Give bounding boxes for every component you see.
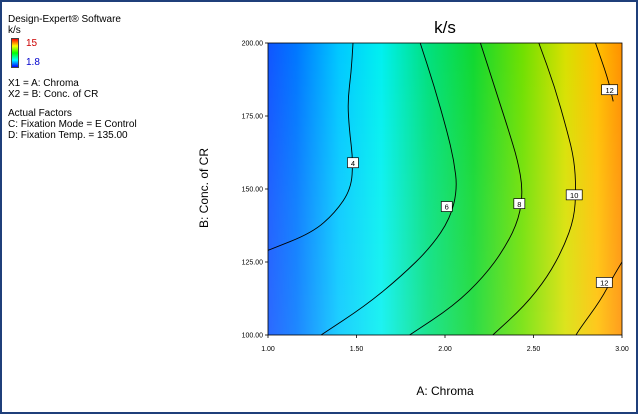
x-axis-label: A: Chroma (416, 384, 474, 398)
contour-label-1: 6 (445, 203, 449, 212)
x-tick-label: 2.50 (527, 346, 541, 353)
x2-label: X2 = B: Conc. of CR (8, 89, 99, 100)
contour-line-8-2 (409, 43, 523, 335)
legend-panel: Design-Expert® Software k/s 15 1.8 X1 = … (8, 14, 137, 141)
y-tick-label: 100.00 (242, 333, 264, 340)
factor-d-label: D: Fixation Temp. = 135.00 (8, 130, 128, 141)
contour-line-12-5 (575, 261, 622, 335)
x-tick-label: 2.00 (438, 346, 452, 353)
contour-label-4: 12 (605, 86, 613, 95)
contour-label-box-5 (595, 277, 613, 288)
x-tick-label: 3.00 (615, 346, 629, 353)
x-tick-label: 1.00 (261, 346, 275, 353)
ramp-high-value: 15 (26, 38, 38, 49)
y-tick-label: 200.00 (242, 41, 264, 48)
ramp-low-value: 1.8 (26, 57, 40, 68)
color-ramp-row: 15 1.8 (8, 38, 137, 78)
response-label: k/s (8, 25, 21, 36)
contour-label-box-4 (601, 84, 618, 96)
actual-factors-heading: Actual Factors (8, 108, 72, 119)
software-label: Design-Expert® Software (8, 14, 121, 25)
factor-c-label: C: Fixation Mode = E Control (8, 119, 137, 130)
contour-label-0: 4 (351, 159, 355, 168)
y-tick-label: 175.00 (242, 114, 264, 121)
y-tick-label: 125.00 (242, 260, 264, 267)
contour-label-box-2 (513, 198, 526, 209)
heatmap-shade (268, 43, 622, 335)
color-ramp (11, 38, 19, 68)
contour-line-4-0 (268, 43, 354, 251)
contour-label-box-0 (347, 157, 359, 169)
contour-label-box-3 (565, 189, 583, 201)
x-tick-label: 1.50 (350, 346, 364, 353)
x1-label: X1 = A: Chroma (8, 78, 79, 89)
y-tick-label: 150.00 (242, 187, 264, 194)
chart-title: k/s (434, 18, 456, 37)
contour-line-6-1 (320, 43, 457, 335)
contour-label-5: 12 (600, 279, 608, 288)
contour-label-box-1 (440, 201, 453, 212)
contour-label-2: 8 (517, 200, 521, 209)
contour-label-3: 10 (570, 191, 578, 200)
